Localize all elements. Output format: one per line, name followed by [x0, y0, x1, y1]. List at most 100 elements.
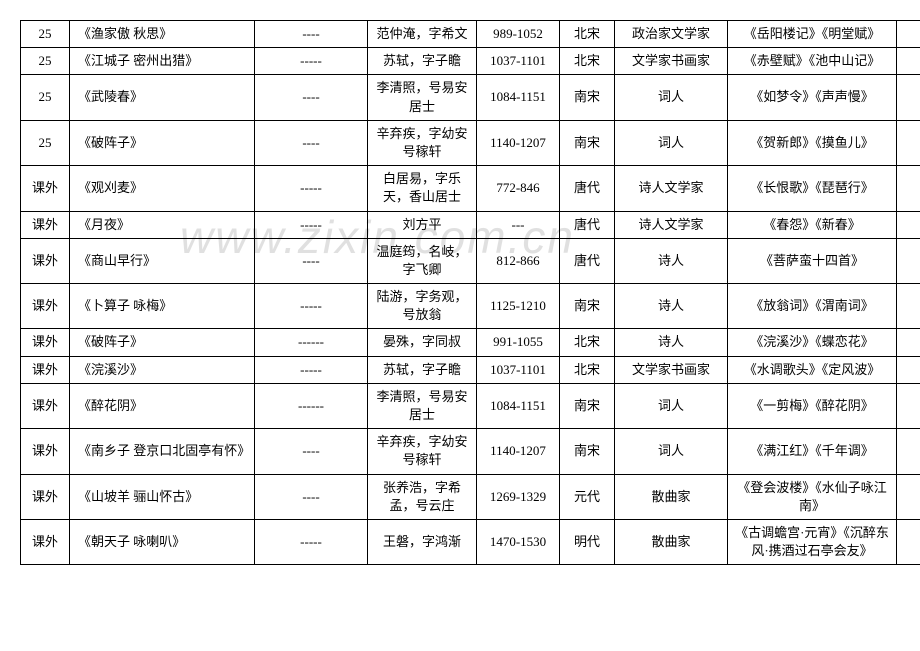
cell-c3: 苏轼，字子瞻	[368, 48, 477, 75]
cell-c2: ----	[255, 474, 368, 519]
cell-c7: 《放翁词》《渭南词》	[728, 284, 897, 329]
cell-c8	[897, 21, 920, 48]
cell-c0: 25	[21, 120, 70, 165]
cell-c1: 《月夜》	[70, 211, 255, 238]
cell-c4: 1470-1530	[477, 519, 560, 564]
cell-c3: 李清照，号易安居士	[368, 75, 477, 120]
cell-c2: ----	[255, 75, 368, 120]
cell-c0: 课外	[21, 356, 70, 383]
cell-c8	[897, 429, 920, 474]
cell-c0: 25	[21, 21, 70, 48]
cell-c5: 南宋	[560, 120, 615, 165]
cell-c7: 《如梦令》《声声慢》	[728, 75, 897, 120]
cell-c5: 北宋	[560, 48, 615, 75]
cell-c6: 诗人	[615, 284, 728, 329]
cell-c3: 陆游，字务观，号放翁	[368, 284, 477, 329]
cell-c4: 1140-1207	[477, 120, 560, 165]
cell-c3: 辛弃疾，字幼安号稼轩	[368, 120, 477, 165]
cell-c4: 1140-1207	[477, 429, 560, 474]
cell-c7: 《水调歌头》《定风波》	[728, 356, 897, 383]
cell-c6: 诗人	[615, 238, 728, 283]
cell-c8	[897, 48, 920, 75]
cell-c1: 《江城子 密州出猎》	[70, 48, 255, 75]
cell-c3: 苏轼，字子瞻	[368, 356, 477, 383]
cell-c6: 诗人文学家	[615, 211, 728, 238]
cell-c8	[897, 75, 920, 120]
cell-c8	[897, 284, 920, 329]
table-row: 课外《朝天子 咏喇叭》-----王磐，字鸿渐1470-1530明代散曲家《古调蟾…	[21, 519, 920, 564]
cell-c5: 北宋	[560, 356, 615, 383]
cell-c6: 散曲家	[615, 519, 728, 564]
cell-c7: 《登会波楼》《水仙子咏江南》	[728, 474, 897, 519]
cell-c3: 李清照，号易安居士	[368, 383, 477, 428]
cell-c5: 南宋	[560, 75, 615, 120]
cell-c7: 《古调蟾宫·元宵》《沉醉东风·携酒过石亭会友》	[728, 519, 897, 564]
cell-c4: 812-866	[477, 238, 560, 283]
cell-c5: 唐代	[560, 238, 615, 283]
table-row: 课外《破阵子》------晏殊，字同叔991-1055北宋诗人《浣溪沙》《蝶恋花…	[21, 329, 920, 356]
cell-c4: 1037-1101	[477, 356, 560, 383]
cell-c0: 课外	[21, 166, 70, 211]
cell-c7: 《满江红》《千年调》	[728, 429, 897, 474]
cell-c8	[897, 238, 920, 283]
cell-c3: 王磐，字鸿渐	[368, 519, 477, 564]
cell-c2: -----	[255, 211, 368, 238]
cell-c2: ----	[255, 21, 368, 48]
cell-c2: ------	[255, 383, 368, 428]
cell-c0: 25	[21, 75, 70, 120]
cell-c0: 课外	[21, 383, 70, 428]
cell-c4: 1084-1151	[477, 75, 560, 120]
cell-c2: ------	[255, 329, 368, 356]
table-row: 课外《商山早行》----温庭筠，名岐，字飞卿812-866唐代诗人《菩萨蛮十四首…	[21, 238, 920, 283]
cell-c8	[897, 120, 920, 165]
cell-c4: 989-1052	[477, 21, 560, 48]
cell-c1: 《朝天子 咏喇叭》	[70, 519, 255, 564]
cell-c2: -----	[255, 519, 368, 564]
cell-c1: 《山坡羊 骊山怀古》	[70, 474, 255, 519]
cell-c6: 散曲家	[615, 474, 728, 519]
cell-c8	[897, 211, 920, 238]
cell-c6: 词人	[615, 75, 728, 120]
cell-c6: 诗人文学家	[615, 166, 728, 211]
cell-c5: 南宋	[560, 429, 615, 474]
cell-c2: ----	[255, 238, 368, 283]
cell-c0: 课外	[21, 238, 70, 283]
cell-c5: 北宋	[560, 21, 615, 48]
cell-c0: 课外	[21, 474, 70, 519]
cell-c6: 文学家书画家	[615, 356, 728, 383]
cell-c7: 《浣溪沙》《蝶恋花》	[728, 329, 897, 356]
cell-c1: 《卜算子 咏梅》	[70, 284, 255, 329]
cell-c7: 《长恨歌》《琵琶行》	[728, 166, 897, 211]
cell-c1: 《南乡子 登京口北固亭有怀》	[70, 429, 255, 474]
cell-c0: 课外	[21, 284, 70, 329]
cell-c1: 《破阵子》	[70, 329, 255, 356]
cell-c8	[897, 519, 920, 564]
cell-c1: 《商山早行》	[70, 238, 255, 283]
poetry-table: 25《渔家傲 秋思》----范仲淹，字希文989-1052北宋政治家文学家《岳阳…	[20, 20, 920, 565]
cell-c5: 唐代	[560, 166, 615, 211]
cell-c4: 1037-1101	[477, 48, 560, 75]
table-row: 课外《月夜》-----刘方平---唐代诗人文学家《春怨》《新春》	[21, 211, 920, 238]
cell-c2: ----	[255, 429, 368, 474]
cell-c5: 元代	[560, 474, 615, 519]
cell-c4: 991-1055	[477, 329, 560, 356]
cell-c2: -----	[255, 48, 368, 75]
cell-c3: 晏殊，字同叔	[368, 329, 477, 356]
cell-c5: 唐代	[560, 211, 615, 238]
cell-c7: 《春怨》《新春》	[728, 211, 897, 238]
cell-c5: 北宋	[560, 329, 615, 356]
cell-c6: 诗人	[615, 329, 728, 356]
cell-c1: 《武陵春》	[70, 75, 255, 120]
cell-c6: 词人	[615, 383, 728, 428]
cell-c0: 课外	[21, 519, 70, 564]
cell-c7: 《赤壁赋》《池中山记》	[728, 48, 897, 75]
table-row: 课外《浣溪沙》-----苏轼，字子瞻1037-1101北宋文学家书画家《水调歌头…	[21, 356, 920, 383]
cell-c8	[897, 383, 920, 428]
table-row: 课外《南乡子 登京口北固亭有怀》----辛弃疾，字幼安号稼轩1140-1207南…	[21, 429, 920, 474]
cell-c3: 辛弃疾，字幼安号稼轩	[368, 429, 477, 474]
cell-c3: 范仲淹，字希文	[368, 21, 477, 48]
cell-c3: 张养浩，字希孟，号云庄	[368, 474, 477, 519]
cell-c1: 《破阵子》	[70, 120, 255, 165]
table-row: 25《武陵春》----李清照，号易安居士1084-1151南宋词人《如梦令》《声…	[21, 75, 920, 120]
cell-c8	[897, 356, 920, 383]
